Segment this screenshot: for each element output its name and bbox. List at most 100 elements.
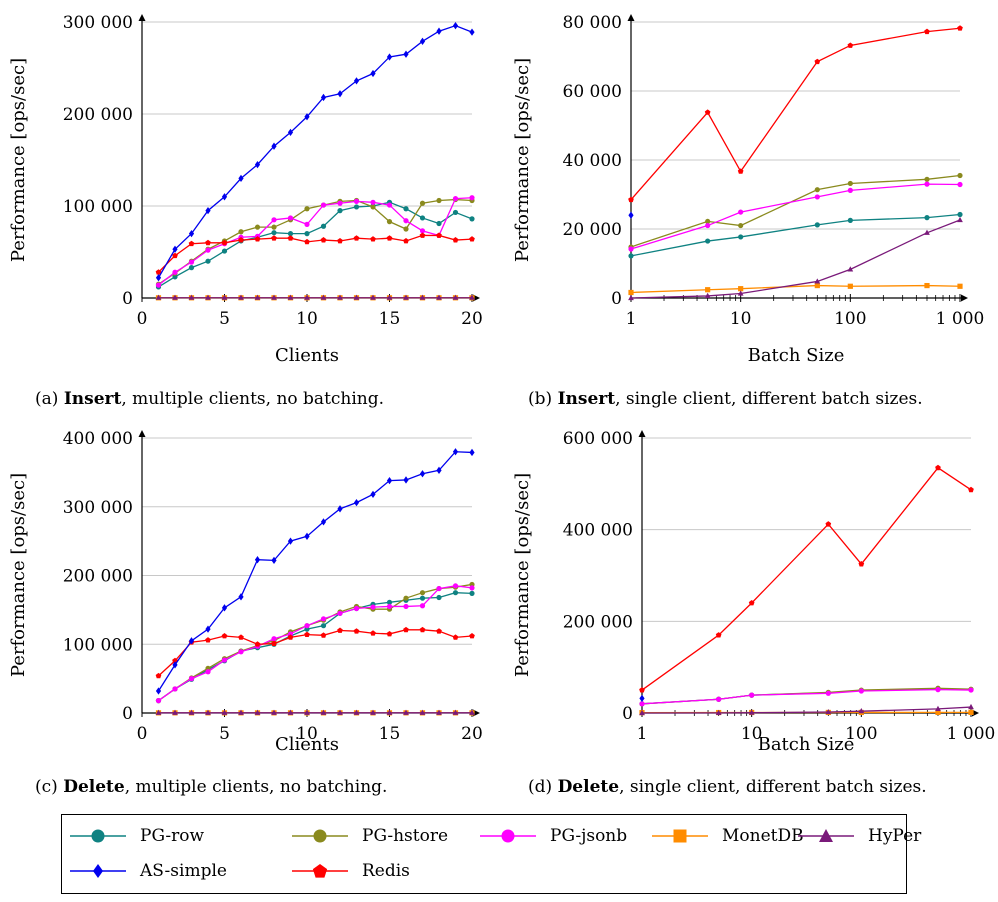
series-hyper <box>628 216 963 301</box>
point-hyper <box>639 709 645 716</box>
point-as-simple <box>172 245 178 253</box>
point-pg-row <box>386 599 393 605</box>
y-tick-label: 40 000 <box>563 151 622 171</box>
point-pg-jsonb <box>172 686 178 692</box>
point-hyper <box>968 703 974 710</box>
point-redis <box>337 237 343 244</box>
point-as-simple <box>320 518 327 526</box>
x-tick-label: 0 <box>137 724 148 744</box>
point-as-simple <box>628 211 634 219</box>
point-pg-row <box>957 211 963 218</box>
point-pg-jsonb <box>353 605 360 612</box>
point-pg-jsonb <box>452 583 459 589</box>
legend-item-as-simple: AS-simple <box>68 859 227 883</box>
series-pg-row <box>155 199 475 290</box>
legend-item-monetdb: MonetDB <box>650 824 804 848</box>
legend-swatch-monetdb <box>652 829 708 843</box>
point-hyper <box>238 294 244 300</box>
point-as-simple <box>271 142 277 150</box>
point-redis <box>814 58 821 65</box>
point-redis <box>737 168 744 174</box>
caption-a-prefix: (a) <box>35 389 64 409</box>
series-pg-jsonb <box>155 583 475 704</box>
point-redis <box>715 632 722 638</box>
point-hyper <box>847 266 854 272</box>
point-as-simple <box>419 470 426 478</box>
point-redis <box>254 641 261 647</box>
y-tick-label: 0 <box>611 289 622 309</box>
point-pg-hstore <box>847 180 853 187</box>
x-axis-label: Clients <box>275 345 339 366</box>
point-as-simple <box>320 93 327 102</box>
point-hyper <box>353 709 360 715</box>
point-pg-jsonb <box>469 195 475 201</box>
legend-marker <box>313 829 327 843</box>
point-monetdb <box>968 709 974 716</box>
point-redis <box>155 269 162 275</box>
point-pg-jsonb <box>628 246 634 252</box>
y-axis-label: Performance [ops/sec] <box>8 58 29 262</box>
point-pg-row <box>320 623 327 629</box>
point-hyper <box>254 294 261 300</box>
y-axis-arrow <box>627 14 635 21</box>
point-redis <box>221 239 228 246</box>
point-as-simple <box>205 206 211 215</box>
legend-swatch-redis <box>292 864 348 878</box>
caption-a-bold: Insert <box>63 389 122 409</box>
series-line-pg-jsonb <box>158 197 473 286</box>
point-pg-row <box>221 248 228 254</box>
point-as-simple <box>639 694 645 702</box>
caption-b-prefix: (b) <box>528 389 558 409</box>
point-pg-hstore <box>436 197 442 204</box>
x-tick-label: 0 <box>137 309 148 329</box>
y-tick-label: 200 000 <box>563 612 633 632</box>
series-as-simple <box>628 211 634 219</box>
point-hyper <box>271 709 277 715</box>
y-axis-arrow <box>138 14 146 21</box>
caption-d-bold: Delete <box>557 777 620 797</box>
caption-c: (c) Delete, multiple clients, no batchin… <box>35 777 387 797</box>
point-hyper <box>155 709 162 715</box>
point-as-simple <box>205 625 211 633</box>
series-hyper <box>639 703 974 716</box>
point-pg-jsonb <box>858 688 864 694</box>
point-pg-jsonb <box>337 610 343 616</box>
point-as-simple <box>370 69 376 78</box>
point-pg-row <box>847 217 853 223</box>
x-tick-label: 5 <box>219 309 230 329</box>
point-as-simple <box>221 604 228 612</box>
point-redis <box>847 42 854 48</box>
point-redis <box>304 631 310 638</box>
point-as-simple <box>238 174 244 183</box>
point-pg-jsonb <box>825 690 831 696</box>
point-as-simple <box>155 687 162 695</box>
point-pg-hstore <box>419 590 426 596</box>
point-monetdb <box>738 286 744 292</box>
caption-d-rest: , single client, different batch sizes. <box>619 777 927 797</box>
legend-item-redis: Redis <box>290 859 410 883</box>
point-as-simple <box>238 593 244 601</box>
legend-marker <box>819 829 833 842</box>
point-as-simple <box>287 128 294 137</box>
series-line-pg-hstore <box>630 174 961 248</box>
series-pg-hstore <box>628 172 963 250</box>
point-redis <box>858 561 865 567</box>
chart-a-insert-multiple-clients: 0 100 000 200 000 300 000 0 5 10 15 20 Clients Per… <box>8 13 483 366</box>
point-hyper <box>419 294 426 300</box>
point-hyper <box>205 709 211 715</box>
point-hyper <box>386 294 393 300</box>
series-line-as-simple <box>157 451 473 692</box>
point-pg-row <box>304 231 310 237</box>
point-as-simple <box>172 661 178 669</box>
point-hyper <box>172 294 178 300</box>
series-line-pg-row <box>630 213 961 257</box>
series-redis <box>639 464 974 693</box>
x-tick-label: 20 <box>461 724 483 744</box>
point-pg-jsonb <box>738 209 744 215</box>
point-pg-jsonb <box>172 269 178 275</box>
point-pg-hstore <box>738 222 744 229</box>
series-line-pg-row <box>158 592 473 702</box>
point-redis <box>452 634 459 640</box>
point-hyper <box>858 708 865 714</box>
x-tick-label: 100 <box>845 724 877 744</box>
